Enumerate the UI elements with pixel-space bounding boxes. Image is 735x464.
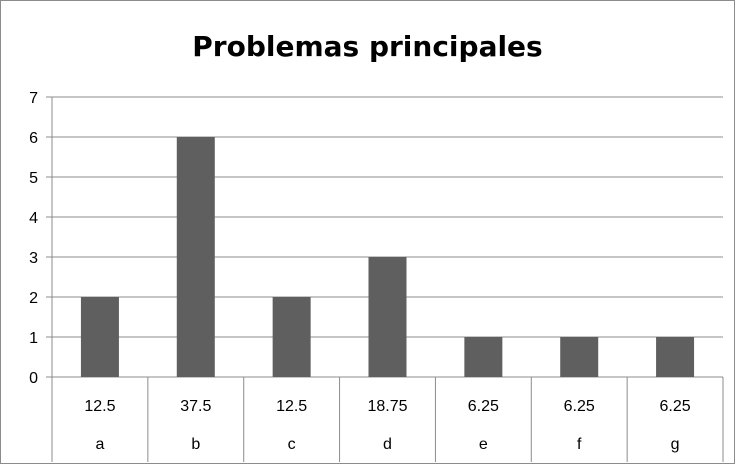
y-tick-label: 7	[29, 90, 38, 107]
bars	[80, 137, 695, 377]
y-tick-label: 6	[29, 130, 38, 147]
bar-c	[272, 297, 311, 377]
bar-f	[560, 337, 599, 377]
x-tick-label: g	[671, 436, 680, 453]
x-tick-label: e	[479, 436, 488, 453]
x-tick-label: f	[577, 436, 582, 453]
y-tick-labels: 0 1 2 3 4 5 6 7	[29, 90, 38, 387]
table-value: 6.25	[660, 398, 691, 415]
table-value: 6.25	[468, 398, 499, 415]
bar-a	[80, 297, 119, 377]
bar-d	[368, 257, 407, 377]
x-tick-label: a	[95, 436, 104, 453]
table-value: 18.75	[367, 398, 407, 415]
chart-title: Problemas principales	[192, 30, 543, 63]
x-tick-label: c	[288, 436, 296, 453]
table-value: 12.5	[84, 398, 115, 415]
bar-e	[464, 337, 503, 377]
bar-b	[176, 137, 215, 377]
bar-g	[656, 337, 695, 377]
y-tick-label: 1	[29, 330, 38, 347]
table-value: 6.25	[564, 398, 595, 415]
x-tick-label: b	[191, 436, 200, 453]
y-tick-label: 5	[29, 170, 38, 187]
y-tick-label: 3	[29, 250, 38, 267]
table-value: 37.5	[180, 398, 211, 415]
data-table: 12.5 a 37.5 b 12.5 c 18.75 d 6.25 e 6.25 f 6.25 g	[84, 377, 724, 462]
table-value: 12.5	[276, 398, 307, 415]
y-tick-label: 4	[29, 210, 38, 227]
x-tick-label: d	[383, 436, 392, 453]
y-tick-label: 2	[29, 290, 38, 307]
y-tick-label: 0	[29, 370, 38, 387]
